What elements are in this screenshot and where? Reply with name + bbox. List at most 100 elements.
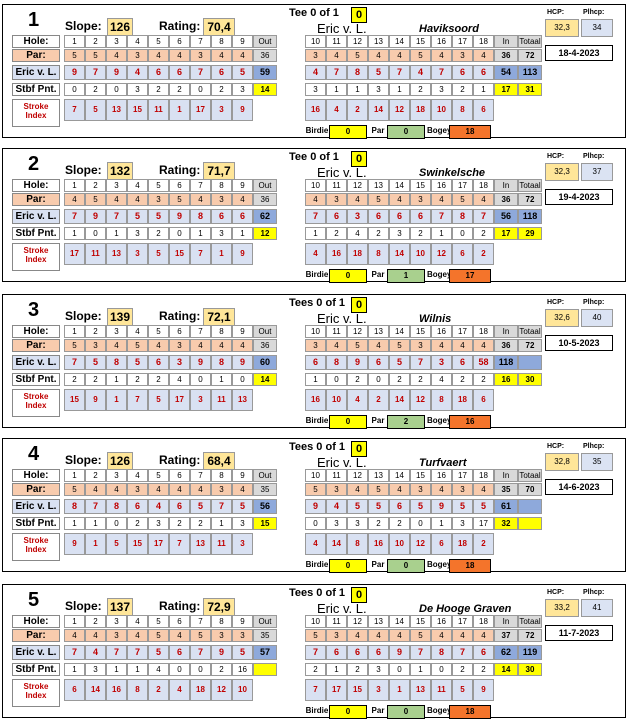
in-c-stbf-cell: 2 bbox=[368, 227, 389, 240]
in-c-stbf-row: 2 1 2 3 0 1 0 2 2 14 30 bbox=[305, 663, 542, 676]
out-c-stbf-cell: 16 bbox=[232, 663, 253, 676]
out-c-hole-cell: 7 bbox=[190, 35, 211, 48]
out-c-stbf-cell: 3 bbox=[127, 83, 148, 96]
in-c-hole-cell: 12 bbox=[347, 325, 368, 338]
row-label-stroke-index: Stroke Index bbox=[12, 99, 60, 127]
out-c-stbf-cell: 2 bbox=[190, 517, 211, 530]
in-c-hole-cell: Totaal bbox=[518, 325, 542, 338]
out-c-stbf-cell: 1 bbox=[64, 663, 85, 676]
in-c-hole-cell: 13 bbox=[368, 469, 389, 482]
in-c-stbf-cell: 2 bbox=[347, 663, 368, 676]
in-c-par-cell: 4 bbox=[473, 339, 494, 352]
in-c-eric-cell: 6 bbox=[410, 209, 431, 224]
out-c-eric-cell: 8 bbox=[64, 499, 85, 514]
in-c-stbf-cell: 29 bbox=[518, 227, 542, 240]
in-c-eric-cell: 6 bbox=[368, 355, 389, 370]
in-c-par-cell: 72 bbox=[518, 49, 542, 62]
in-c-si-cell: 4 bbox=[305, 243, 326, 265]
out-c-hole-cell: Out bbox=[253, 179, 277, 192]
in-c-par-cell: 4 bbox=[452, 339, 473, 352]
birdie-count: 0 bbox=[329, 559, 367, 573]
in-c-si-cell: 8 bbox=[347, 533, 368, 555]
out-c-par-cell: 5 bbox=[127, 339, 148, 352]
out-c-eric-cell: 5 bbox=[232, 65, 253, 80]
out-c-eric-cell: 5 bbox=[148, 645, 169, 660]
out-c-par-cell: 4 bbox=[106, 193, 127, 206]
out-c-eric-cell: 56 bbox=[253, 499, 277, 514]
out-c-eric-cell: 9 bbox=[106, 65, 127, 80]
in-c-eric-cell: 8 bbox=[431, 645, 452, 660]
out-c-par-cell: 4 bbox=[148, 339, 169, 352]
out-c-par-cell: 4 bbox=[64, 193, 85, 206]
out-c-stbf-cell: 0 bbox=[190, 83, 211, 96]
out-c-hole-cell: 1 bbox=[64, 35, 85, 48]
out-c-par-cell: 5 bbox=[85, 49, 106, 62]
in-c-stbf-cell: 3 bbox=[326, 517, 347, 530]
out-c-si-cell: 12 bbox=[211, 679, 232, 701]
in-c-par-cell: 4 bbox=[473, 483, 494, 496]
row-label-par: Par: bbox=[12, 483, 60, 496]
in-c-eric-cell: 54 bbox=[494, 65, 518, 80]
in-c-hole-cell: 17 bbox=[452, 469, 473, 482]
slope-value: 126 bbox=[107, 452, 133, 470]
in-c-par-cell: 5 bbox=[410, 49, 431, 62]
out-c-si-cell: 15 bbox=[64, 389, 85, 411]
in-c-eric-cell: 6 bbox=[305, 355, 326, 370]
out-c-eric-cell: 6 bbox=[211, 65, 232, 80]
out-c-hole-cell: 3 bbox=[106, 35, 127, 48]
row-label-stbf: Stbf Pnt. bbox=[12, 517, 60, 530]
out-c-par-cell: 4 bbox=[232, 339, 253, 352]
course-name: Turfvaert bbox=[419, 457, 467, 469]
out-c-par-cell: 4 bbox=[169, 49, 190, 62]
in-c-stbf-cell: 0 bbox=[326, 373, 347, 386]
in-c-si-cell: 6 bbox=[431, 533, 452, 555]
in-c-par-cell: 4 bbox=[431, 193, 452, 206]
in-c-eric-cell: 7 bbox=[410, 645, 431, 660]
out-c-par-cell: 3 bbox=[127, 483, 148, 496]
in-c-eric-cell bbox=[518, 355, 542, 370]
in-c-par-cell: 4 bbox=[452, 629, 473, 642]
out-c-hole-cell: 4 bbox=[127, 615, 148, 628]
in-c-par-cell: 72 bbox=[518, 193, 542, 206]
in-c-stbf-cell: 3 bbox=[431, 83, 452, 96]
out-c-eric-cell: 5 bbox=[127, 209, 148, 224]
in-c-si-cell: 12 bbox=[389, 99, 410, 121]
out-c-par-cell: 36 bbox=[253, 193, 277, 206]
slope-label: Slope: bbox=[65, 599, 102, 613]
par-count: 0 bbox=[387, 705, 425, 719]
birdie-label: Birdie bbox=[305, 706, 329, 715]
in-c-eric-cell: 9 bbox=[389, 645, 410, 660]
out-c-stbf-cell: 3 bbox=[127, 227, 148, 240]
birdie-label: Birdie bbox=[305, 416, 329, 425]
out-c-hole-cell: 2 bbox=[85, 325, 106, 338]
out-c-par-cell: 3 bbox=[190, 49, 211, 62]
in-c-stbf-cell: 1 bbox=[347, 83, 368, 96]
row-label-par: Par: bbox=[12, 49, 60, 62]
out-c-eric-cell: 5 bbox=[85, 355, 106, 370]
out-c-si-cell: 3 bbox=[232, 533, 253, 555]
in-c-par-cell: 3 bbox=[452, 49, 473, 62]
round-date: 11-7-2023 bbox=[545, 625, 613, 641]
out-c-stbf-cell bbox=[253, 663, 277, 676]
out-c-hole-cell: 9 bbox=[232, 469, 253, 482]
out-c-eric-cell: 59 bbox=[253, 65, 277, 80]
out-c-eric-cell: 7 bbox=[190, 65, 211, 80]
slope-label: Slope: bbox=[65, 453, 102, 467]
in-c-si-cell: 2 bbox=[473, 243, 494, 265]
bogey-count: 18 bbox=[449, 705, 491, 719]
in-c-par-cell: 4 bbox=[431, 339, 452, 352]
in-c-hole-cell: 16 bbox=[431, 35, 452, 48]
in-c-eric-cell: 113 bbox=[518, 65, 542, 80]
in-c-eric-cell: 7 bbox=[410, 355, 431, 370]
out-c-si-cell: 1 bbox=[85, 533, 106, 555]
out-c-hole-cell: 7 bbox=[190, 179, 211, 192]
out-c-eric-row: 8 7 8 6 4 6 5 7 5 56 bbox=[64, 499, 277, 514]
in-c-stbf-cell: 1 bbox=[305, 227, 326, 240]
in-c-hole-cell: 15 bbox=[410, 35, 431, 48]
in-c-par-cell: 3 bbox=[410, 339, 431, 352]
in-c-eric-cell: 6 bbox=[368, 645, 389, 660]
in-c-si-cell: 17 bbox=[326, 679, 347, 701]
out-c-hole-cell: 1 bbox=[64, 179, 85, 192]
in-c-par-cell: 37 bbox=[494, 629, 518, 642]
slope-label: Slope: bbox=[65, 19, 102, 33]
